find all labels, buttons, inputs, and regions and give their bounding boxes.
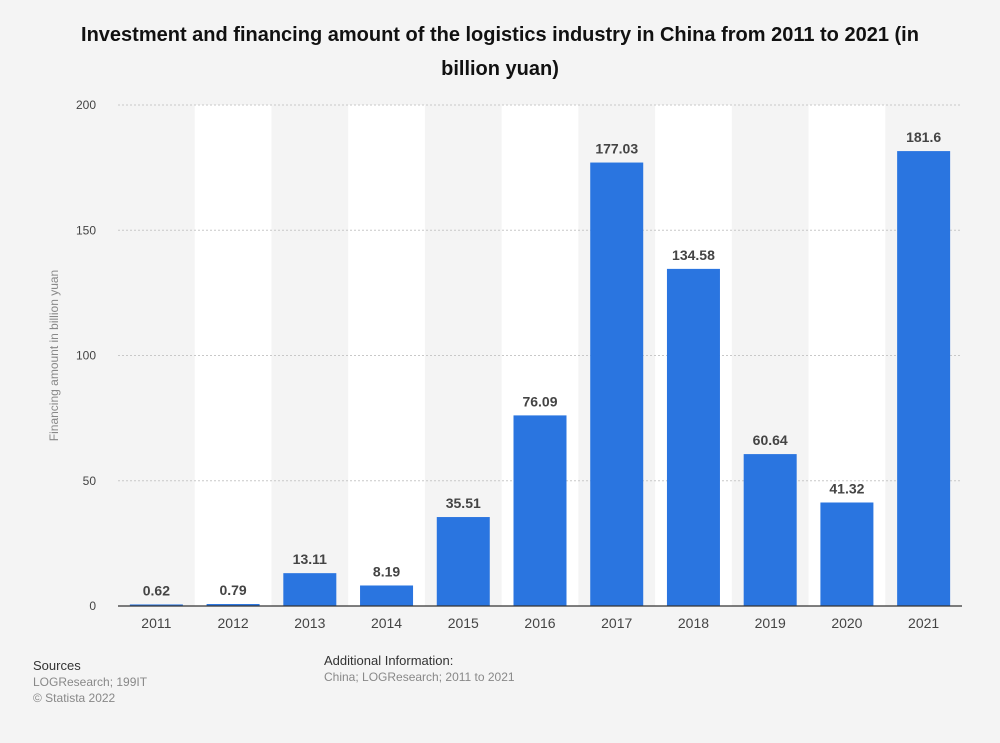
bar [436,517,490,606]
x-tick-label: 2018 [678,615,709,631]
data-label: 41.32 [829,480,864,496]
x-tick-label: 2015 [448,615,479,631]
bar [743,454,797,606]
bar [129,604,183,606]
bar [283,573,337,606]
bar [590,162,644,606]
data-label: 0.79 [219,582,246,598]
x-tick-label: 2011 [141,615,171,631]
x-tick-label: 2016 [524,615,555,631]
data-label: 0.62 [143,582,170,598]
data-label: 35.51 [446,495,481,511]
sources-heading: Sources [33,658,81,673]
x-tick-label: 2013 [294,615,325,631]
x-tick-label: 2012 [218,615,249,631]
data-label: 177.03 [595,141,638,157]
bar [360,585,414,606]
y-tick-label: 50 [83,474,97,488]
bar [897,151,951,607]
y-tick-label: 0 [89,599,96,613]
y-tick-label: 200 [76,98,96,112]
y-tick-label: 100 [76,349,96,363]
sources-line: LOGResearch; 199IT [33,675,148,689]
copyright-line: © Statista 2022 [33,691,116,705]
bar [666,268,720,606]
data-label: 134.58 [672,247,715,263]
data-label: 13.11 [293,551,327,567]
x-tick-label: 2020 [831,615,862,631]
bar [820,502,874,606]
x-tick-label: 2021 [908,615,939,631]
additional-info-block: Additional Information: China; LOGResear… [324,653,515,685]
y-tick-label: 150 [76,223,96,237]
data-label: 181.6 [906,129,941,145]
additional-info-text: China; LOGResearch; 2011 to 2021 [324,670,515,684]
data-label: 76.09 [522,393,557,409]
bar [513,415,567,606]
sources-block: Sources LOGResearch; 199IT © Statista 20… [33,658,147,706]
x-tick-label: 2017 [601,615,632,631]
x-tick-label: 2019 [755,615,786,631]
y-axis-title: Financing amount in billion yuan [47,270,61,441]
additional-info-heading: Additional Information: [324,653,454,668]
chart-title: Investment and financing amount of the l… [81,24,919,80]
data-label: 8.19 [373,563,400,579]
bar [206,604,260,606]
x-tick-label: 2014 [371,615,402,631]
data-label: 60.64 [753,432,788,448]
